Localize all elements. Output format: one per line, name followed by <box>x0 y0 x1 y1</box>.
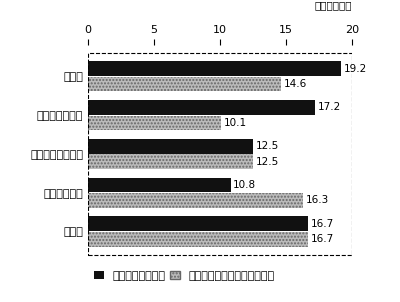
Text: 12.5: 12.5 <box>256 157 279 167</box>
Text: 17.2: 17.2 <box>318 102 341 112</box>
Text: 10.1: 10.1 <box>224 118 247 128</box>
Text: 10.8: 10.8 <box>233 180 256 190</box>
Bar <box>88 77 281 92</box>
Legend: 改造を必要とする, 改造したくともその余地なし: 改造を必要とする, 改造したくともその余地なし <box>94 271 275 281</box>
Text: 19.2: 19.2 <box>344 64 367 74</box>
Bar <box>88 178 230 192</box>
Text: 12.5: 12.5 <box>256 141 279 151</box>
Text: 16.7: 16.7 <box>311 219 334 229</box>
Bar <box>88 154 253 169</box>
Text: 16.7: 16.7 <box>311 234 334 244</box>
Bar <box>88 139 253 153</box>
Text: 14.6: 14.6 <box>283 79 307 89</box>
Bar <box>88 61 342 76</box>
Text: （単位：％）: （単位：％） <box>314 0 352 10</box>
Bar <box>88 100 315 115</box>
Text: 16.3: 16.3 <box>306 195 329 205</box>
Bar <box>88 115 221 130</box>
Bar <box>88 193 303 208</box>
Bar <box>88 216 308 231</box>
Bar <box>88 232 308 247</box>
